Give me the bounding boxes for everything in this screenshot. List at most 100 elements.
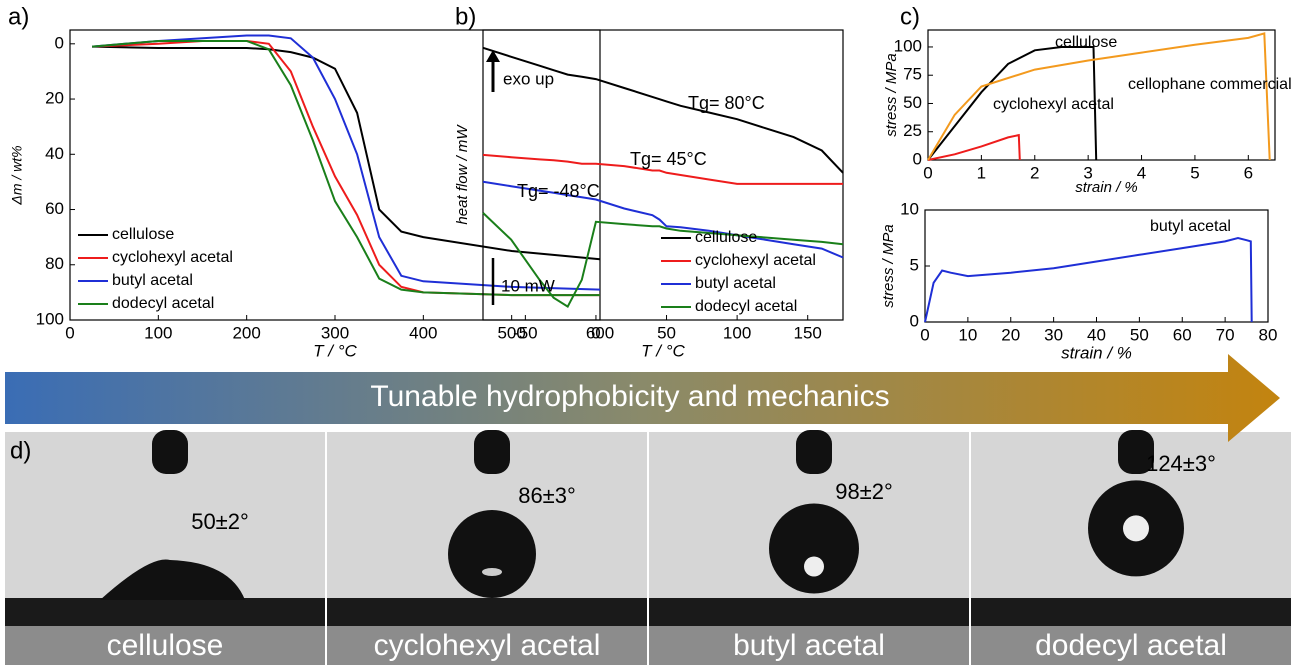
data-line <box>92 40 600 297</box>
y-tick-label: 5 <box>910 255 919 274</box>
series-label: cyclohexyl acetal <box>993 96 1114 113</box>
x-tick-label: 4 <box>1137 163 1146 182</box>
x-axis-label: strain / % <box>1061 343 1132 362</box>
sample-name: butyl acetal <box>733 629 885 662</box>
y-tick-label: 40 <box>45 144 64 163</box>
data-line <box>482 212 844 309</box>
y-tick-label: 100 <box>36 309 64 328</box>
label-strip <box>649 626 969 665</box>
x-tick-label: 20 <box>1001 325 1020 344</box>
needle <box>1118 430 1154 474</box>
data-line <box>927 133 1021 161</box>
x-tick-label: 2 <box>1030 163 1039 182</box>
plot-frame <box>927 29 1276 161</box>
y-tick-label: 10 <box>900 199 919 218</box>
data-line <box>482 46 844 174</box>
y-axis-label: heat flow / mW <box>454 124 471 225</box>
droplet <box>769 503 859 594</box>
x-tick-label: 0 <box>923 163 932 182</box>
banner-arrow <box>5 354 1280 442</box>
series-label: butyl acetal <box>1150 218 1231 235</box>
droplet-highlight <box>482 568 502 576</box>
droplet-highlight <box>804 556 824 577</box>
y-tick-label: 100 <box>894 36 922 55</box>
needle <box>152 430 188 474</box>
x-tick-label: 500 <box>497 323 525 342</box>
x-tick-label: 80 <box>1259 325 1278 344</box>
substrate <box>5 598 325 626</box>
x-tick-label: 600 <box>586 323 614 342</box>
annotation: Tg= 80°C <box>688 93 765 113</box>
x-tick-label: 40 <box>1087 325 1106 344</box>
x-tick-label: 100 <box>144 323 172 342</box>
panel-label: b) <box>455 3 476 30</box>
x-axis-label: T / °C <box>313 341 357 360</box>
contact-angle: 50±2° <box>191 509 249 534</box>
sample-name: dodecyl acetal <box>1035 629 1227 662</box>
x-tick-label: 60 <box>1173 325 1192 344</box>
droplet-highlight <box>1123 515 1149 542</box>
x-tick-label: 5 <box>1190 163 1199 182</box>
y-tick-label: 0 <box>910 311 919 330</box>
y-axis-label: stress / MPa <box>880 224 897 307</box>
needle <box>474 430 510 474</box>
y-tick-label: 80 <box>45 254 64 273</box>
y-tick-label: 50 <box>903 93 922 112</box>
y-tick-label: 20 <box>45 89 64 108</box>
contact-angle: 124±3° <box>1146 451 1216 476</box>
label-strip <box>327 626 647 665</box>
x-tick-label: 50 <box>1130 325 1149 344</box>
x-axis-label: T / °C <box>641 341 685 360</box>
legend-label: cellulose <box>695 229 757 246</box>
y-tick-label: 0 <box>55 33 64 52</box>
label-strip <box>5 626 325 665</box>
y-tick-label: 75 <box>903 65 922 84</box>
legend-label: butyl acetal <box>695 275 776 292</box>
series-label: cellophane commercial <box>1128 76 1292 93</box>
annotation: Tg= 45°C <box>630 149 707 169</box>
legend-label: cellulose <box>112 226 174 243</box>
droplet <box>100 559 245 600</box>
x-tick-label: 3 <box>1083 163 1092 182</box>
x-tick-label: 100 <box>723 323 751 342</box>
data-line <box>482 153 843 185</box>
plot-frame <box>482 29 844 321</box>
panel-label: a) <box>8 3 29 30</box>
y-tick-label: 25 <box>903 121 922 140</box>
legend-label: dodecyl acetal <box>112 295 214 312</box>
substrate <box>649 598 969 626</box>
legend-label: cyclohexyl acetal <box>112 249 233 266</box>
y-tick-label: 0 <box>913 149 922 168</box>
exo-arrowhead <box>486 50 500 62</box>
x-tick-label: 0 <box>920 325 929 344</box>
y-axis-label: Δm / wt% <box>9 145 25 205</box>
x-tick-label: 70 <box>1216 325 1235 344</box>
contact-angle: 98±2° <box>835 479 893 504</box>
data-line <box>924 236 1253 323</box>
x-tick-label: 400 <box>409 323 437 342</box>
x-tick-label: 6 <box>1244 163 1253 182</box>
data-line <box>482 180 844 259</box>
droplet <box>448 510 536 598</box>
x-tick-label: 0 <box>591 323 600 342</box>
sample-name: cyclohexyl acetal <box>374 629 601 662</box>
annotation: 10 mW <box>501 276 555 295</box>
banner-text: Tunable hydrophobicity and mechanics <box>370 380 889 413</box>
x-tick-label: 300 <box>321 323 349 342</box>
data-line <box>927 32 1271 161</box>
sample-name: cellulose <box>107 629 224 662</box>
x-tick-label: 30 <box>1044 325 1063 344</box>
x-tick-label: 1 <box>977 163 986 182</box>
legend-label: butyl acetal <box>112 272 193 289</box>
contact-angle: 86±3° <box>518 483 576 508</box>
needle <box>796 430 832 474</box>
legend-label: cyclohexyl acetal <box>695 252 816 269</box>
x-tick-label: 10 <box>958 325 977 344</box>
y-axis-label: stress / MPa <box>883 53 900 136</box>
x-tick-label: 150 <box>794 323 822 342</box>
data-line <box>92 34 601 291</box>
x-tick-label: -50 <box>513 323 538 342</box>
x-tick-label: 200 <box>232 323 260 342</box>
x-tick-label: 50 <box>657 323 676 342</box>
